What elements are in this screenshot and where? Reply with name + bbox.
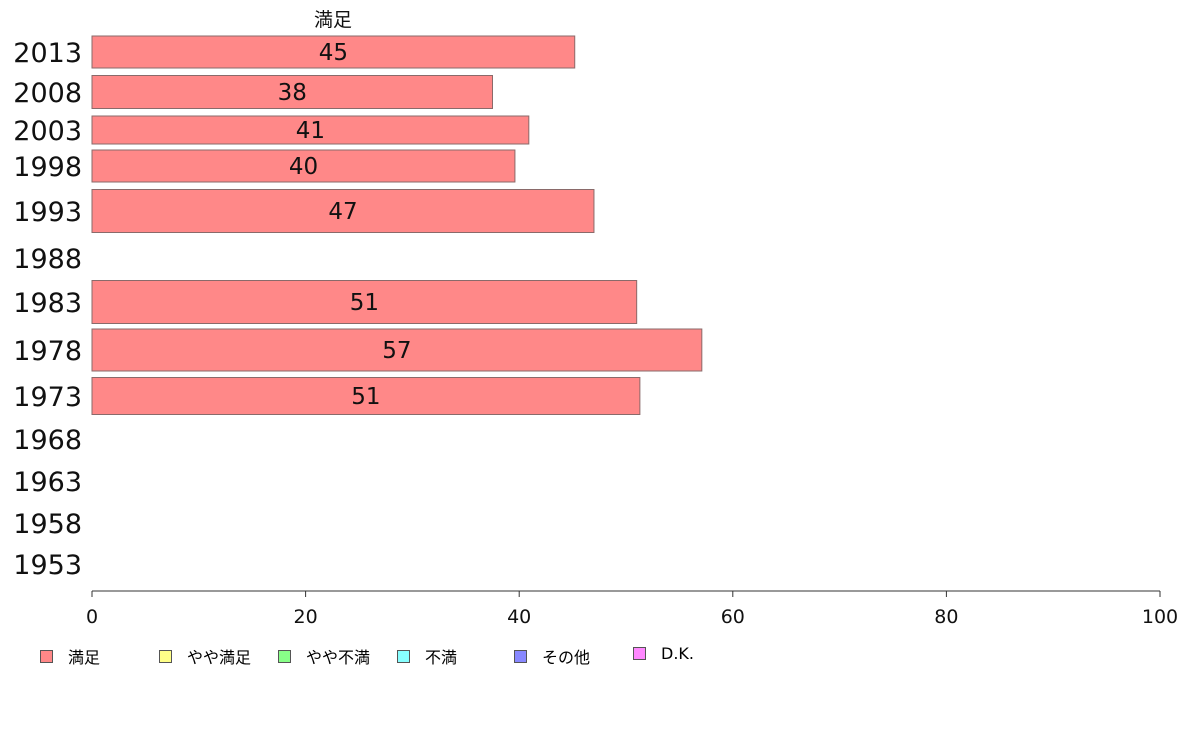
x-tick-label-20: 20 bbox=[294, 606, 318, 628]
y-tick-label-2008: 2008 bbox=[13, 78, 82, 109]
legend-label: 不満 bbox=[425, 648, 458, 667]
series-title: 満足 bbox=[314, 9, 352, 31]
y-tick-label-1953: 1953 bbox=[13, 550, 82, 581]
x-tick-label-60: 60 bbox=[721, 606, 745, 628]
legend-swatch bbox=[397, 649, 410, 663]
legend-swatch bbox=[278, 649, 291, 663]
y-tick-label-2013: 2013 bbox=[13, 38, 82, 69]
legend-label: D.K. bbox=[661, 644, 694, 663]
legend-label: その他 bbox=[542, 648, 591, 667]
legend-item: 不満 bbox=[397, 644, 457, 668]
bar-value-label-1993: 47 bbox=[328, 199, 357, 225]
y-tick-label-1993: 1993 bbox=[13, 197, 82, 228]
legend-item: やや不満 bbox=[278, 644, 370, 668]
legend-swatch bbox=[159, 649, 172, 663]
bar-1983 bbox=[91, 280, 638, 324]
y-tick-label-1973: 1973 bbox=[13, 382, 82, 413]
bar-value-label-1978: 57 bbox=[382, 338, 411, 364]
bar-1998 bbox=[91, 149, 516, 183]
y-tick-label-1968: 1968 bbox=[13, 425, 82, 456]
x-tick-label-40: 40 bbox=[507, 606, 531, 628]
bar-value-label-1973: 51 bbox=[351, 384, 380, 410]
legend-item: その他 bbox=[514, 644, 590, 668]
bar-value-label-2013: 45 bbox=[319, 40, 348, 66]
bar-1978 bbox=[91, 328, 703, 372]
bar-value-label-2003: 41 bbox=[296, 118, 325, 144]
y-tick-label-1983: 1983 bbox=[13, 288, 82, 319]
x-tick-label-80: 80 bbox=[934, 606, 958, 628]
legend-label: やや不満 bbox=[306, 648, 371, 667]
y-tick-label-1963: 1963 bbox=[13, 467, 82, 498]
bar-2013 bbox=[91, 35, 576, 69]
y-tick-label-1998: 1998 bbox=[13, 152, 82, 183]
x-tick-label-100: 100 bbox=[1142, 606, 1178, 628]
y-tick-label-1978: 1978 bbox=[13, 336, 82, 367]
y-tick-label-1958: 1958 bbox=[13, 509, 82, 540]
legend-item: 満足 bbox=[40, 644, 100, 668]
bar-value-label-1983: 51 bbox=[350, 290, 379, 316]
legend-item: やや満足 bbox=[159, 644, 251, 668]
legend-item: D.K. bbox=[633, 644, 694, 663]
legend-label: 満足 bbox=[68, 648, 101, 667]
bar-1973 bbox=[91, 377, 641, 415]
legend-label: やや満足 bbox=[187, 648, 252, 667]
y-tick-label-2003: 2003 bbox=[13, 116, 82, 147]
bar-value-label-2008: 38 bbox=[278, 80, 307, 106]
bar-1993 bbox=[91, 189, 595, 233]
y-tick-label-1988: 1988 bbox=[13, 244, 82, 275]
x-tick-label-0: 0 bbox=[86, 606, 98, 628]
bar-2008 bbox=[91, 75, 493, 109]
bar-value-label-1998: 40 bbox=[289, 154, 318, 180]
legend-swatch bbox=[40, 649, 53, 663]
legend-swatch bbox=[633, 647, 646, 660]
bar-2003 bbox=[91, 115, 530, 145]
legend-swatch bbox=[514, 649, 527, 663]
